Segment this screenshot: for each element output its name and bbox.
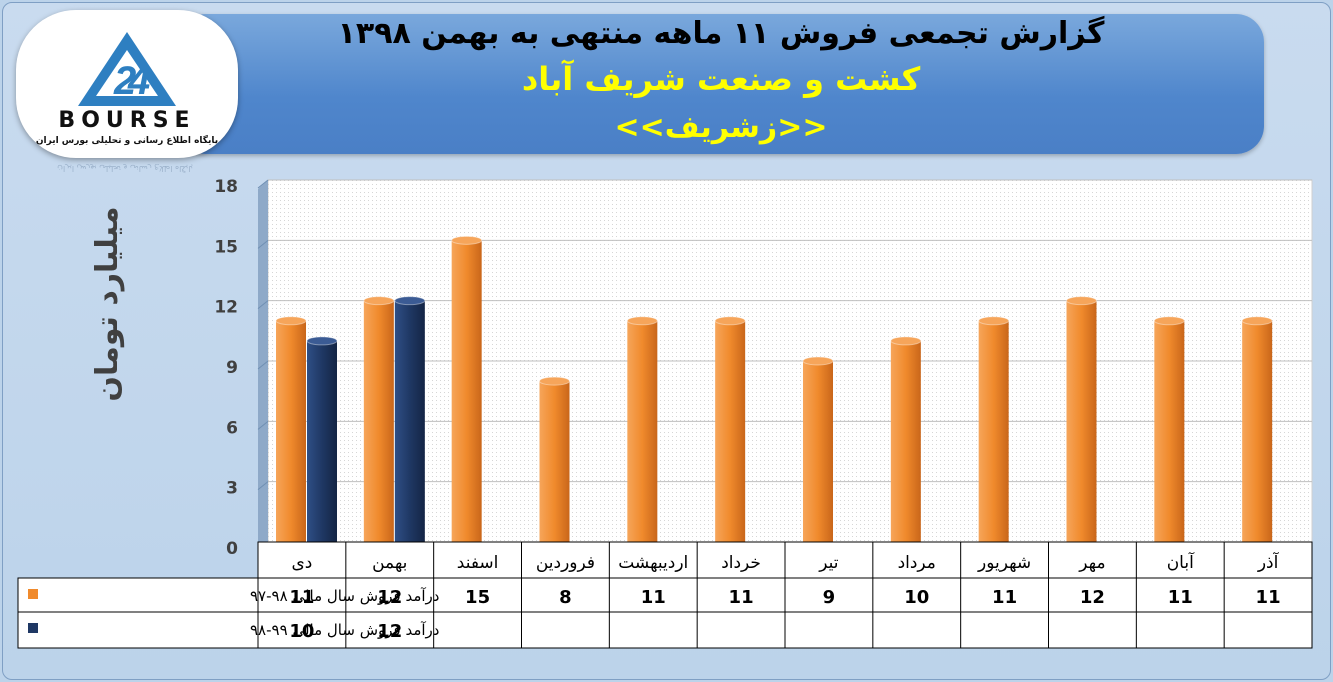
svg-text:2: 2	[113, 59, 136, 103]
bar-body	[627, 320, 658, 544]
bar-top	[394, 296, 426, 306]
bar	[1241, 316, 1273, 548]
bar-body	[978, 320, 1009, 544]
x-tick-label: اسفند	[457, 553, 499, 573]
x-tick-label: دی	[291, 553, 312, 573]
y-tick-label: 6	[226, 418, 238, 438]
bar-top	[890, 336, 922, 346]
data-label: 11	[289, 587, 314, 608]
gridline-side	[257, 481, 269, 491]
data-label: 8	[559, 587, 572, 608]
x-tick-label: خرداد	[721, 553, 761, 573]
x-tick-label: اردیبهشت	[618, 553, 688, 573]
x-tick-label: آبان	[1167, 551, 1195, 573]
gridline-side	[257, 360, 269, 370]
legend-label: درآمد فروش سال مالی ۹۹-۹۸	[250, 621, 439, 639]
legend-swatch	[28, 589, 38, 599]
bar-body	[1066, 300, 1097, 544]
bar-body	[715, 320, 746, 544]
bar-body	[451, 240, 482, 545]
y-tick-label: 3	[226, 479, 238, 499]
report-title: گزارش تجمعی فروش ۱۱ ماهه منتهی به بهمن ۱…	[337, 16, 1105, 51]
logo-mark-icon: 2 4	[78, 32, 176, 106]
bar-top	[451, 235, 483, 245]
legend-label: درآمد فروش سال مالی ۹۸-۹۷	[250, 587, 439, 605]
bar-top	[1066, 296, 1097, 306]
bar-top	[1153, 316, 1185, 326]
bar-body	[307, 340, 337, 544]
bar-body	[539, 381, 570, 544]
bar	[626, 316, 658, 548]
x-tick-label: مرداد	[898, 553, 936, 573]
y-tick-label: 0	[226, 539, 238, 559]
x-tick-label: شهریور	[977, 553, 1031, 573]
data-label: 9	[823, 587, 836, 608]
bar	[306, 336, 338, 548]
plot-side-wall	[258, 180, 268, 542]
bar	[978, 316, 1010, 548]
logo-wordmark: BOURSE	[58, 108, 196, 133]
bar-top	[978, 316, 1010, 326]
bar	[1153, 316, 1185, 548]
y-tick-label: 18	[214, 177, 238, 197]
data-label: 12	[1080, 587, 1105, 608]
bar-body	[1242, 320, 1273, 544]
gridline-side	[257, 179, 269, 189]
gridline-side	[257, 420, 269, 430]
y-tick-label: 9	[226, 358, 238, 378]
bar	[394, 296, 426, 548]
bar	[275, 316, 307, 548]
data-label: 15	[465, 587, 490, 608]
x-tick-label: مهر	[1078, 553, 1105, 573]
y-tick-label: 12	[214, 298, 238, 318]
logo-subtitle: پایگاه اطلاع رسانی و تحلیلی بورس ایران	[35, 136, 219, 146]
bar	[539, 376, 570, 548]
bourse-logo: 2 4 BOURSE پایگاه اطلاع رسانی و تحلیلی ب…	[16, 10, 238, 158]
bar-body	[1154, 320, 1185, 544]
data-label: 11	[729, 587, 754, 608]
data-label: 11	[1168, 587, 1193, 608]
bar-top	[363, 296, 395, 306]
data-label: 11	[1256, 587, 1281, 608]
data-label: 10	[904, 587, 929, 608]
bar	[451, 235, 483, 548]
ticker-symbol: <<زشریف>>	[614, 110, 828, 145]
data-label: 11	[992, 587, 1017, 608]
svg-text:4: 4	[127, 59, 150, 103]
bar	[890, 336, 922, 548]
bar-top	[539, 376, 570, 386]
data-label: 11	[641, 587, 666, 608]
bar	[714, 316, 746, 548]
bar-body	[276, 320, 306, 544]
bar	[1066, 296, 1097, 548]
bar-top	[1241, 316, 1273, 326]
bar-body	[363, 300, 394, 544]
bar-top	[306, 336, 338, 346]
data-label: 10	[289, 621, 314, 642]
bar	[363, 296, 395, 548]
x-tick-label: تیر	[818, 553, 839, 573]
bar-body	[890, 340, 921, 544]
x-tick-label: بهمن	[372, 553, 407, 573]
title-banner	[178, 14, 1264, 154]
y-tick-label: 15	[214, 237, 238, 257]
bar-top	[275, 316, 307, 326]
bar-top	[802, 356, 834, 366]
bar-body	[394, 300, 425, 544]
x-tick-label: فروردین	[536, 553, 595, 573]
company-name: کشت و صنعت شریف آباد	[521, 60, 921, 98]
data-label: 12	[377, 587, 402, 608]
gridline-side	[257, 239, 269, 249]
gridline-side	[257, 300, 269, 310]
bar-top	[714, 316, 746, 326]
legend-swatch	[28, 623, 38, 633]
bar	[802, 356, 834, 548]
bar-body	[803, 361, 833, 544]
x-tick-label: آذر	[1257, 551, 1280, 573]
bar-top	[626, 316, 658, 326]
table-frame	[17, 577, 1313, 649]
data-label: 12	[377, 621, 402, 642]
